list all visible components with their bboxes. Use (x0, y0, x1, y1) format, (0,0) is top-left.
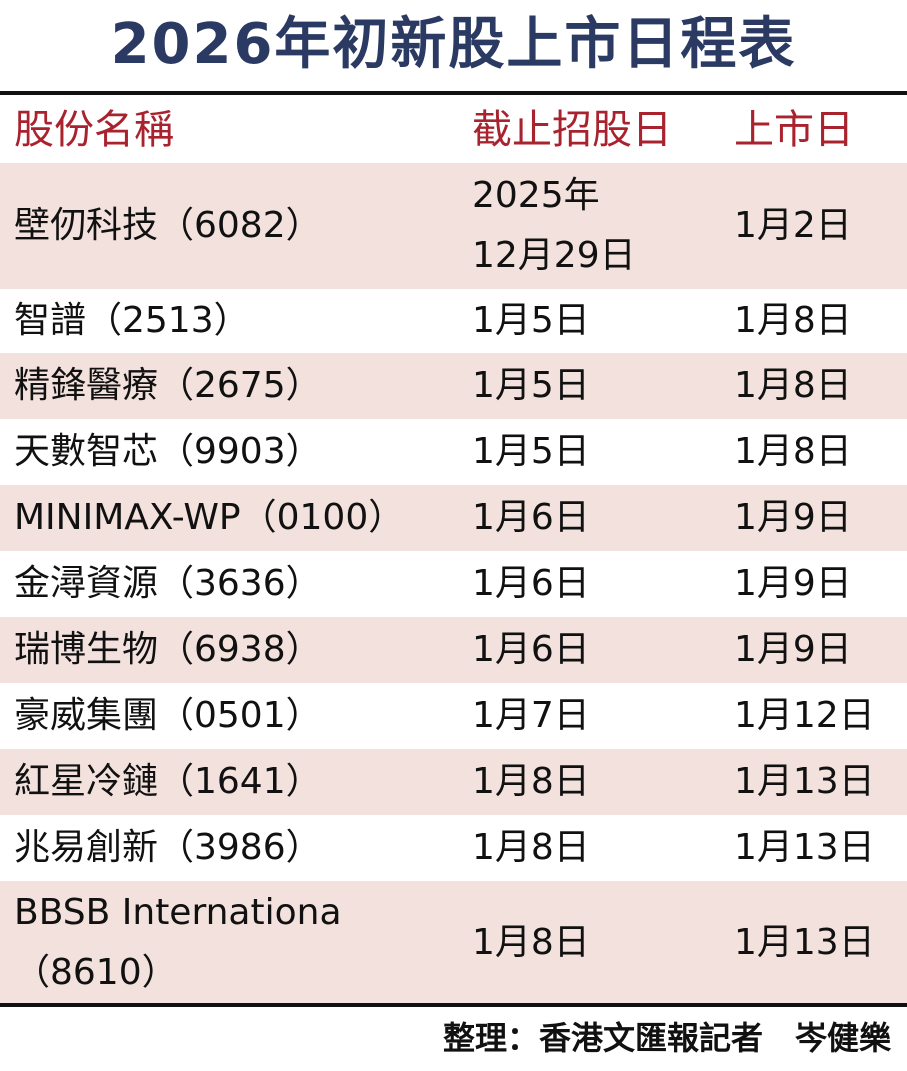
listing-date-text: 1月13日 (734, 761, 875, 802)
close-date-cell: 1月8日 (472, 881, 722, 1005)
table-body: 壁仞科技（6082） 2025年 12月29日 1月2日智譜（2513） 1月5日 1月8… (0, 163, 907, 1005)
listing-date-text: 1月8日 (734, 365, 852, 406)
stock-name-line: 金潯資源（3636） (14, 563, 322, 604)
close-date-line: 1月6日 (472, 629, 590, 670)
listing-date-text: 1月8日 (734, 300, 852, 341)
table-row: 紅星冷鏈（1641） 1月8日 1月13日 (0, 749, 907, 815)
listing-date-cell: 1月2日 (734, 163, 904, 289)
bottom-rule (0, 1003, 907, 1007)
close-date-cell: 1月6日 (472, 485, 722, 551)
close-date-line: 1月8日 (472, 827, 590, 868)
close-date-cell: 1月8日 (472, 815, 722, 881)
listing-date-cell: 1月9日 (734, 551, 904, 617)
stock-name-line: 瑞博生物（6938） (14, 629, 322, 670)
listing-date-cell: 1月8日 (734, 353, 904, 419)
table-row: 壁仞科技（6082） 2025年 12月29日 1月2日 (0, 163, 907, 289)
listing-date-text: 1月13日 (734, 922, 875, 963)
stock-name-cell: 精鋒醫療（2675） (14, 353, 464, 419)
stock-name-cell: 壁仞科技（6082） (14, 163, 464, 289)
close-date-line: 1月6日 (472, 563, 590, 604)
stock-name-line: 壁仞科技（6082） (14, 205, 322, 246)
stock-name-line: BBSB Internationa (14, 892, 342, 933)
stock-name-line: 精鋒醫療（2675） (14, 365, 322, 406)
table-row: 精鋒醫療（2675） 1月5日 1月8日 (0, 353, 907, 419)
table-row: 豪威集團（0501） 1月7日 1月12日 (0, 683, 907, 749)
close-date-line: 1月8日 (472, 922, 590, 963)
table-row: MINIMAX-WP（0100） 1月6日 1月9日 (0, 485, 907, 551)
close-date-cell: 1月5日 (472, 353, 722, 419)
listing-date-text: 1月8日 (734, 431, 852, 472)
stock-name-line: 豪威集團（0501） (14, 695, 322, 736)
table-row: BBSB Internationa （8610） 1月8日 1月13日 (0, 881, 907, 1005)
stock-name-cell: 金潯資源（3636） (14, 551, 464, 617)
close-date-line: 1月5日 (472, 431, 590, 472)
listing-date-cell: 1月13日 (734, 749, 904, 815)
stock-name-line: （8610） (14, 952, 178, 993)
column-header-listing-date: 上市日 (734, 107, 854, 153)
close-date-cell: 1月6日 (472, 551, 722, 617)
listing-date-text: 1月9日 (734, 629, 852, 670)
stock-name-cell: 兆易創新（3986） (14, 815, 464, 881)
close-date-cell: 1月7日 (472, 683, 722, 749)
listing-date-text: 1月2日 (734, 205, 852, 246)
column-header-close-date: 截止招股日 (472, 107, 672, 153)
close-date-line: 1月5日 (472, 300, 590, 341)
close-date-line: 1月6日 (472, 497, 590, 538)
top-rule (0, 91, 907, 95)
table-row: 金潯資源（3636） 1月6日 1月9日 (0, 551, 907, 617)
close-date-line: 1月5日 (472, 365, 590, 406)
page-title: 2026年初新股上市日程表 (110, 12, 797, 77)
listing-date-text: 1月13日 (734, 827, 875, 868)
close-date-cell: 1月6日 (472, 617, 722, 683)
close-date-line: 2025年 (472, 175, 600, 216)
stock-name-line: MINIMAX-WP（0100） (14, 497, 405, 538)
stock-name-line: 紅星冷鏈（1641） (14, 761, 322, 802)
listing-date-text: 1月9日 (734, 563, 852, 604)
close-date-line: 1月8日 (472, 761, 590, 802)
table-row: 天數智芯（9903） 1月5日 1月8日 (0, 419, 907, 485)
stock-name-line: 智譜（2513） (14, 300, 250, 341)
listing-date-text: 1月9日 (734, 497, 852, 538)
stock-name-line: 兆易創新（3986） (14, 827, 322, 868)
stock-name-line: 天數智芯（9903） (14, 431, 322, 472)
stock-name-cell: MINIMAX-WP（0100） (14, 485, 464, 551)
listing-date-cell: 1月12日 (734, 683, 904, 749)
listing-date-text: 1月12日 (734, 695, 875, 736)
table-row: 智譜（2513） 1月5日 1月8日 (0, 289, 907, 353)
listing-date-cell: 1月8日 (734, 419, 904, 485)
stock-name-cell: 智譜（2513） (14, 289, 464, 353)
close-date-cell: 1月8日 (472, 749, 722, 815)
listing-date-cell: 1月13日 (734, 815, 904, 881)
table-row: 瑞博生物（6938） 1月6日 1月9日 (0, 617, 907, 683)
stock-name-cell: 天數智芯（9903） (14, 419, 464, 485)
stock-name-cell: 紅星冷鏈（1641） (14, 749, 464, 815)
close-date-cell: 2025年 12月29日 (472, 163, 722, 289)
credit-line: 整理：香港文匯報記者 岑健樂 (442, 1019, 891, 1057)
close-date-cell: 1月5日 (472, 419, 722, 485)
listing-date-cell: 1月13日 (734, 881, 904, 1005)
listing-date-cell: 1月8日 (734, 289, 904, 353)
stock-name-cell: 豪威集團（0501） (14, 683, 464, 749)
stock-name-cell: 瑞博生物（6938） (14, 617, 464, 683)
stock-name-cell: BBSB Internationa （8610） (14, 881, 464, 1005)
column-header-name: 股份名稱 (14, 107, 174, 153)
listing-date-cell: 1月9日 (734, 617, 904, 683)
close-date-line: 1月7日 (472, 695, 590, 736)
table-header: 股份名稱 截止招股日 上市日 (0, 97, 907, 163)
close-date-line: 12月29日 (472, 235, 636, 276)
close-date-cell: 1月5日 (472, 289, 722, 353)
listing-date-cell: 1月9日 (734, 485, 904, 551)
table-row: 兆易創新（3986） 1月8日 1月13日 (0, 815, 907, 881)
